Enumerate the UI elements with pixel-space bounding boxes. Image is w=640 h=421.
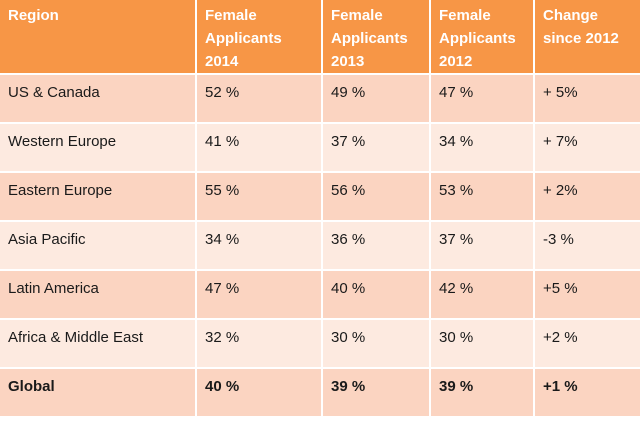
cell-2012: 53 % [430, 172, 535, 222]
cell-2014: 40 % [196, 368, 323, 418]
total-row: Global 40 % 39 % 39 % +1 % [0, 368, 640, 418]
cell-2013: 40 % [322, 270, 431, 320]
cell-change: + 7% [534, 123, 640, 173]
cell-change: + 5% [534, 74, 640, 124]
table-row: Western Europe 41 % 37 % 34 % + 7% [0, 123, 640, 173]
cell-change: +2 % [534, 319, 640, 369]
cell-2014: 55 % [196, 172, 323, 222]
header-region-label: Region [8, 7, 59, 24]
table-body: US & Canada 52 % 49 % 47 % + 5% Western … [0, 74, 640, 418]
table-row: Latin America 47 % 40 % 42 % +5 % [0, 270, 640, 320]
cell-2013: 39 % [322, 368, 431, 418]
cell-2014: 32 % [196, 319, 323, 369]
table-row: US & Canada 52 % 49 % 47 % + 5% [0, 74, 640, 124]
cell-2012: 34 % [430, 123, 535, 173]
header-2014: Female Applicants 2014 [196, 0, 323, 75]
header-row: Region Female Applicants 2014 Female App… [0, 0, 640, 75]
cell-2012: 39 % [430, 368, 535, 418]
cell-2014: 52 % [196, 74, 323, 124]
table-row: Eastern Europe 55 % 56 % 53 % + 2% [0, 172, 640, 222]
header-2012-label: Female Applicants 2012 [439, 7, 516, 70]
cell-2013: 56 % [322, 172, 431, 222]
table-row: Africa & Middle East 32 % 30 % 30 % +2 % [0, 319, 640, 369]
header-2013: Female Applicants 2013 [322, 0, 431, 75]
cell-2012: 47 % [430, 74, 535, 124]
cell-2013: 30 % [322, 319, 431, 369]
cell-2012: 42 % [430, 270, 535, 320]
cell-region: Latin America [0, 270, 197, 320]
cell-2014: 41 % [196, 123, 323, 173]
header-2014-label: Female Applicants 2014 [205, 7, 282, 70]
cell-region: Asia Pacific [0, 221, 197, 271]
cell-region: Africa & Middle East [0, 319, 197, 369]
cell-region: Eastern Europe [0, 172, 197, 222]
cell-2012: 37 % [430, 221, 535, 271]
cell-2013: 37 % [322, 123, 431, 173]
table-row: Asia Pacific 34 % 36 % 37 % -3 % [0, 221, 640, 271]
header-2013-label: Female Applicants 2013 [331, 7, 408, 70]
cell-2012: 30 % [430, 319, 535, 369]
header-2012: Female Applicants 2012 [430, 0, 535, 75]
cell-region: Global [0, 368, 197, 418]
cell-region: US & Canada [0, 74, 197, 124]
cell-change: +1 % [534, 368, 640, 418]
cell-change: +5 % [534, 270, 640, 320]
cell-2013: 36 % [322, 221, 431, 271]
header-region: Region [0, 0, 197, 75]
cell-2014: 34 % [196, 221, 323, 271]
cell-2014: 47 % [196, 270, 323, 320]
cell-change: -3 % [534, 221, 640, 271]
cell-region: Western Europe [0, 123, 197, 173]
header-change-label: Change since 2012 [543, 7, 619, 47]
cell-change: + 2% [534, 172, 640, 222]
header-change: Change since 2012 [534, 0, 640, 75]
table-header: Region Female Applicants 2014 Female App… [0, 0, 640, 75]
cell-2013: 49 % [322, 74, 431, 124]
